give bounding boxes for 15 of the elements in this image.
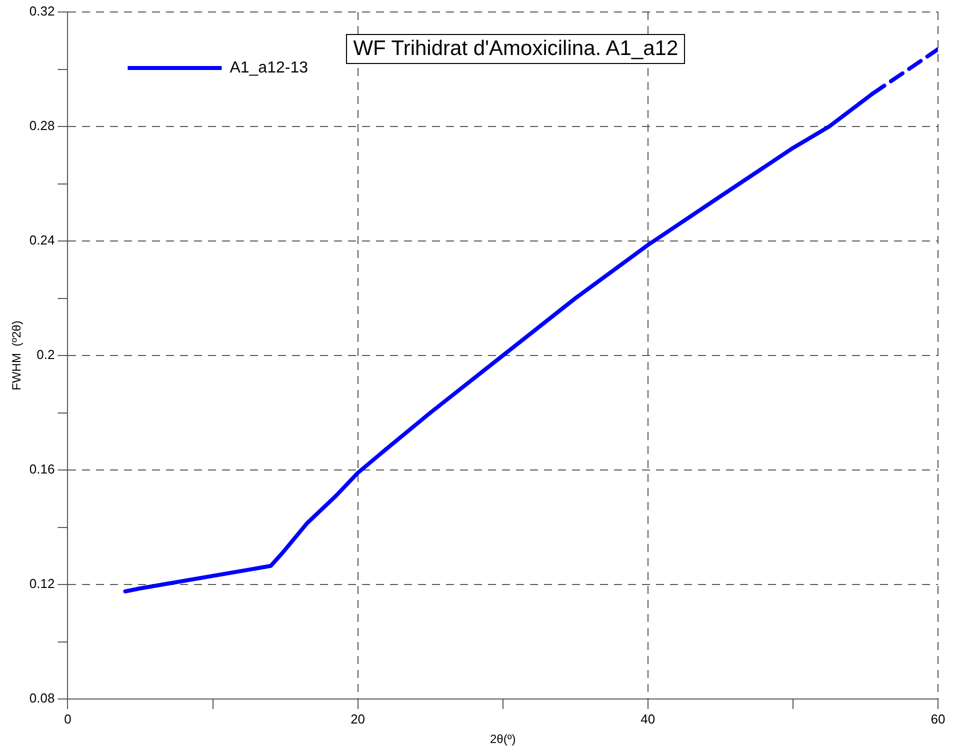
y-axis-title: FWHM (º2θ) <box>10 320 24 390</box>
x-tick-label: 20 <box>350 711 366 726</box>
y-tick-label: 0.2 <box>36 347 55 362</box>
y-tick-label: 0.16 <box>29 462 55 477</box>
y-tick-label: 0.24 <box>29 232 55 248</box>
y-tick-label: 0.12 <box>29 576 55 592</box>
x-axis-title: 2θ(º) <box>490 732 516 746</box>
y-tick-label: 0.32 <box>29 4 55 19</box>
text: A1_a12-13 <box>230 59 308 76</box>
x-tick-label: 40 <box>640 711 656 726</box>
text: WF Trihidrat d'Amoxicilina. A1_a12 <box>346 34 686 64</box>
y-tick-label: 0.08 <box>29 690 55 706</box>
y-tick-label: 0.28 <box>29 118 55 134</box>
x-tick-label: 0 <box>64 711 72 726</box>
x-tick-label: 60 <box>930 711 946 726</box>
